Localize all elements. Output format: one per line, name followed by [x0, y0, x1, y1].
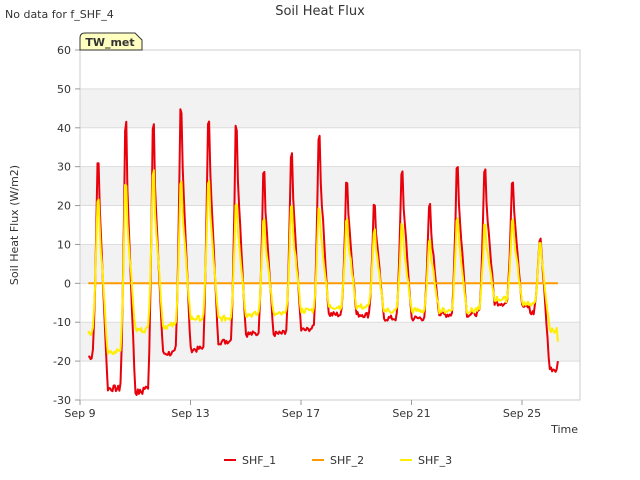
- y-tick-label: -10: [53, 316, 71, 329]
- station-badge-shape: [79, 32, 143, 51]
- series-lines: [87, 108, 559, 396]
- y-tick-label: -20: [53, 355, 71, 368]
- x-tick-label: Sep 17: [282, 407, 320, 420]
- x-tick-label: Sep 9: [64, 407, 95, 420]
- y-axis-label: Soil Heat Flux (W/m2): [8, 165, 21, 285]
- y-tick-label: -30: [53, 394, 71, 407]
- plot-background: [80, 88, 580, 362]
- y-tick-label: 40: [57, 122, 71, 135]
- plot-frame: [79, 49, 581, 401]
- y-tick-label: 30: [57, 161, 71, 174]
- x-tick-label: Sep 25: [503, 407, 541, 420]
- series-line-shf_3: [87, 169, 559, 355]
- y-tick-label: 0: [64, 277, 71, 290]
- x-tick-label: Sep 13: [171, 407, 209, 420]
- x-axis-ticks: Sep 9 Sep 13 Sep 17 Sep 21 Sep 25: [64, 400, 541, 420]
- legend-label: SHF_3: [418, 454, 452, 467]
- y-axis-ticks: -30 -20 -10 0 10 20 30 40 50 60: [53, 44, 80, 407]
- station-badge-label: TW_met: [85, 36, 134, 49]
- plot-band: [80, 244, 580, 284]
- y-tick-label: 20: [57, 200, 71, 213]
- legend: SHF_1 SHF_2 SHF_3: [224, 454, 452, 467]
- y-tick-label: 60: [57, 44, 71, 57]
- y-tick-label: 10: [57, 238, 71, 251]
- x-axis-label: Time: [550, 423, 578, 436]
- no-data-note: No data for f_SHF_4: [5, 8, 114, 21]
- y-tick-label: 50: [57, 83, 71, 96]
- legend-label: SHF_2: [330, 454, 364, 467]
- chart-title: Soil Heat Flux: [275, 4, 365, 19]
- plot-band: [80, 166, 580, 206]
- plot-band: [80, 322, 580, 362]
- legend-label: SHF_1: [242, 454, 276, 467]
- station-badge: TW_met: [79, 32, 143, 51]
- x-tick-label: Sep 21: [392, 407, 430, 420]
- plot-band: [80, 88, 580, 128]
